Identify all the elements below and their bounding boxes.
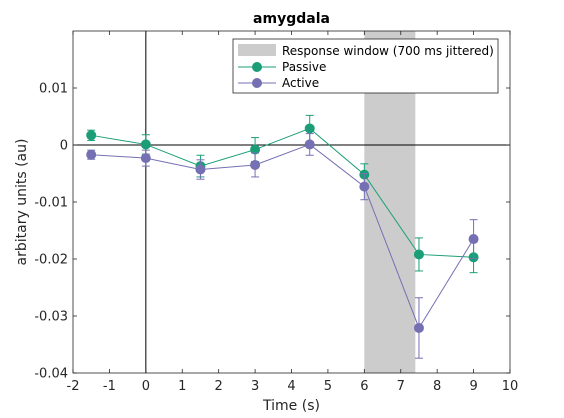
data-point-active-3 xyxy=(250,159,261,170)
x-axis-label: Time (s) xyxy=(262,398,320,414)
data-point-active-2 xyxy=(195,164,206,175)
y-tick-label: -0.01 xyxy=(34,196,68,211)
legend-label-response-window: Response window (700 ms jittered) xyxy=(282,44,494,58)
y-tick-labels: -0.04 -0.03 -0.02 -0.01 0 0.01 xyxy=(34,82,68,382)
series-line-passive xyxy=(91,127,474,258)
data-point-active-0 xyxy=(86,149,97,160)
x-tick-labels: -2 -1 0 1 2 3 4 5 6 7 8 9 10 xyxy=(67,379,519,394)
data-point-passive-4 xyxy=(304,123,315,134)
legend-label-active: Active xyxy=(282,76,319,90)
axes xyxy=(72,30,511,374)
legend-label-passive: Passive xyxy=(282,60,326,74)
x-tick-label: 0 xyxy=(142,379,150,394)
x-tick-label: 2 xyxy=(215,379,223,394)
legend-marker-active xyxy=(252,78,262,88)
data-point-passive-6 xyxy=(413,249,424,260)
data-point-active-6 xyxy=(413,322,424,333)
y-tick-label: -0.02 xyxy=(34,253,68,268)
x-tick-label: 7 xyxy=(397,379,405,394)
series-line-active xyxy=(91,143,475,330)
y-axis-label: arbitary units (au) xyxy=(14,139,30,266)
data-point-active-4 xyxy=(304,139,315,150)
x-tick-label: -1 xyxy=(103,379,116,394)
legend: Response window (700 ms jittered) Passiv… xyxy=(232,38,499,94)
legend-swatch-response-window xyxy=(238,44,276,56)
legend-box xyxy=(232,38,499,94)
x-tick-label: 1 xyxy=(178,379,186,394)
legend-marker-passive xyxy=(252,62,262,72)
x-tick-label: 6 xyxy=(360,379,368,394)
x-tick-label: 3 xyxy=(251,379,259,394)
x-tick-label: 4 xyxy=(287,379,295,394)
y-tick-label: 0 xyxy=(60,139,68,154)
series-layer xyxy=(86,114,479,359)
x-tick-label: -2 xyxy=(67,379,80,394)
chart-title: amygdala xyxy=(253,11,330,27)
data-point-active-5 xyxy=(359,181,370,192)
y-tick-label: -0.04 xyxy=(34,367,68,382)
data-point-active-1 xyxy=(140,153,151,164)
data-point-passive-0 xyxy=(86,130,97,141)
series-active xyxy=(86,133,479,359)
x-tick-label: 9 xyxy=(469,379,477,394)
data-point-active-7 xyxy=(468,234,479,245)
y-tick-label: -0.03 xyxy=(34,310,68,325)
y-tick-label: 0.01 xyxy=(39,82,68,97)
x-tick-label: 10 xyxy=(502,379,519,394)
data-point-passive-1 xyxy=(140,139,151,150)
x-tick-label: 5 xyxy=(324,379,332,394)
x-tick-label: 8 xyxy=(433,379,441,394)
